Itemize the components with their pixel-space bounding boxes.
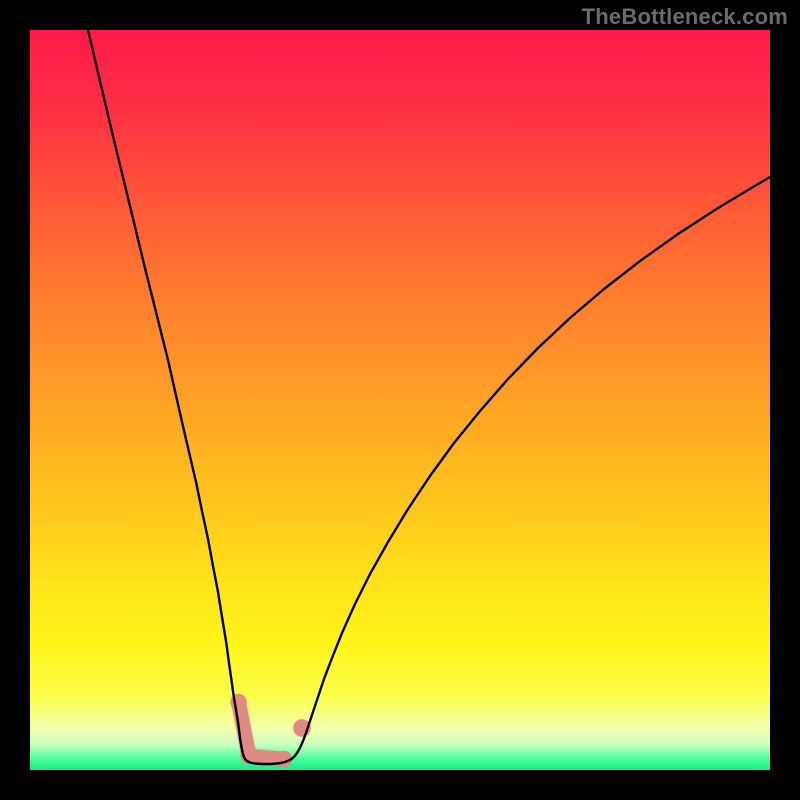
plot-area [30,30,770,770]
watermark-text: TheBottleneck.com [582,4,788,30]
curve-layer [30,30,770,770]
chart-frame: TheBottleneck.com [0,0,800,800]
